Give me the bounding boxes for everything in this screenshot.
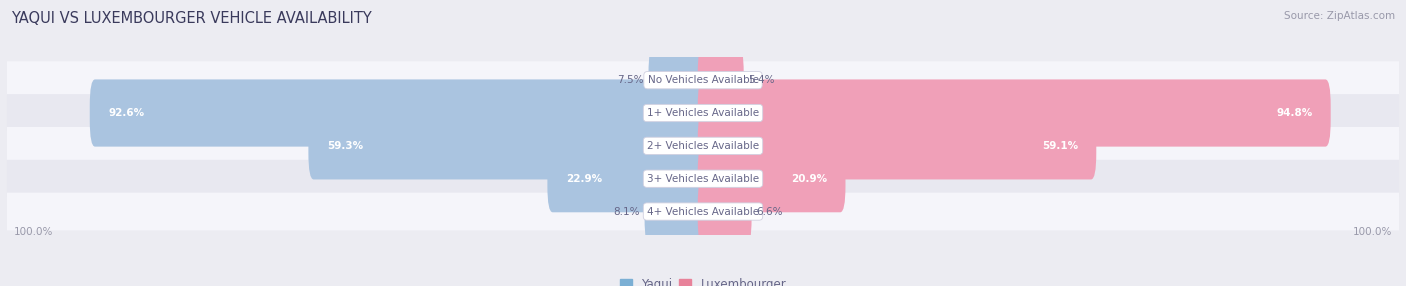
FancyBboxPatch shape <box>697 145 845 212</box>
Text: 100.0%: 100.0% <box>1353 227 1392 237</box>
FancyBboxPatch shape <box>547 145 709 212</box>
Text: 8.1%: 8.1% <box>613 206 640 217</box>
Text: 92.6%: 92.6% <box>108 108 145 118</box>
FancyBboxPatch shape <box>697 178 752 245</box>
Text: 59.1%: 59.1% <box>1042 141 1078 151</box>
FancyBboxPatch shape <box>697 112 1097 179</box>
Text: 7.5%: 7.5% <box>617 75 644 85</box>
Text: 1+ Vehicles Available: 1+ Vehicles Available <box>647 108 759 118</box>
FancyBboxPatch shape <box>648 47 709 114</box>
Text: 20.9%: 20.9% <box>792 174 827 184</box>
Text: 4+ Vehicles Available: 4+ Vehicles Available <box>647 206 759 217</box>
FancyBboxPatch shape <box>697 80 1330 147</box>
FancyBboxPatch shape <box>7 127 1399 165</box>
FancyBboxPatch shape <box>90 80 709 147</box>
Text: 59.3%: 59.3% <box>326 141 363 151</box>
Text: YAQUI VS LUXEMBOURGER VEHICLE AVAILABILITY: YAQUI VS LUXEMBOURGER VEHICLE AVAILABILI… <box>11 11 373 26</box>
Text: 3+ Vehicles Available: 3+ Vehicles Available <box>647 174 759 184</box>
Text: 5.4%: 5.4% <box>748 75 775 85</box>
FancyBboxPatch shape <box>7 193 1399 231</box>
FancyBboxPatch shape <box>7 160 1399 198</box>
Text: Source: ZipAtlas.com: Source: ZipAtlas.com <box>1284 11 1395 21</box>
Legend: Yaqui, Luxembourger: Yaqui, Luxembourger <box>614 273 792 286</box>
FancyBboxPatch shape <box>644 178 709 245</box>
FancyBboxPatch shape <box>7 94 1399 132</box>
Text: 6.6%: 6.6% <box>756 206 783 217</box>
FancyBboxPatch shape <box>697 47 744 114</box>
Text: 22.9%: 22.9% <box>565 174 602 184</box>
FancyBboxPatch shape <box>7 61 1399 99</box>
Text: No Vehicles Available: No Vehicles Available <box>648 75 758 85</box>
FancyBboxPatch shape <box>308 112 709 179</box>
Text: 2+ Vehicles Available: 2+ Vehicles Available <box>647 141 759 151</box>
Text: 100.0%: 100.0% <box>14 227 53 237</box>
Text: 94.8%: 94.8% <box>1277 108 1312 118</box>
